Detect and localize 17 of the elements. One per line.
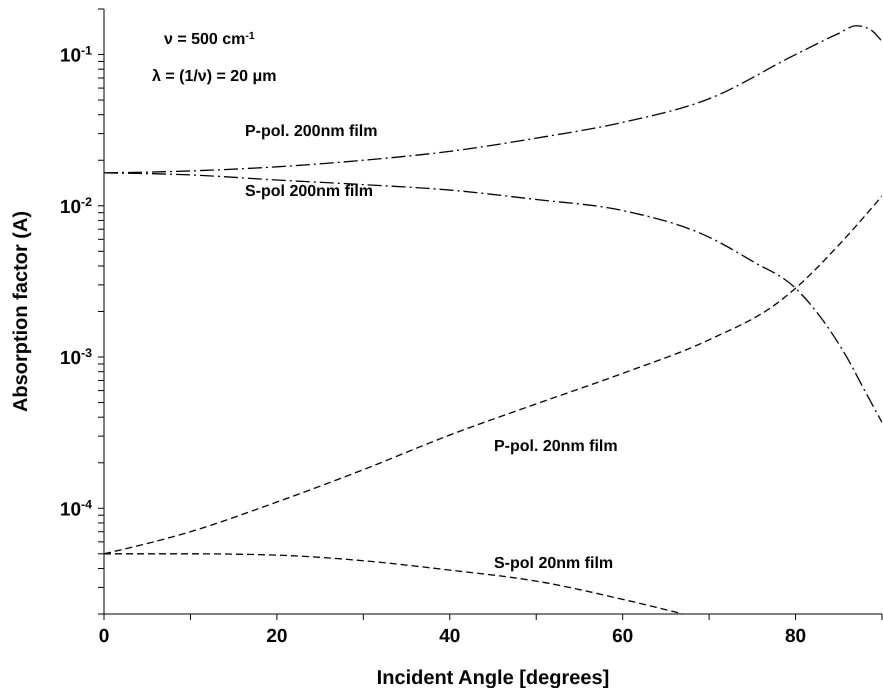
y-tick-label: 10$^{-3}$ xyxy=(60,346,92,370)
series-label: P-pol. 200nm film xyxy=(245,123,378,140)
annotation: ν = 500 cm$^{-1}$ xyxy=(164,30,255,48)
series-label: S-pol 200nm film xyxy=(245,183,374,200)
series-label: P-pol. 20nm film xyxy=(494,438,618,455)
x-tick-label: 20 xyxy=(266,626,288,647)
x-tick-label: 40 xyxy=(439,626,460,647)
x-tick-label: 80 xyxy=(784,626,806,647)
x-tick-label: 60 xyxy=(612,626,634,647)
annotation: λ = (1/ν) = 20 μm xyxy=(152,68,277,85)
y-axis-title: Absorption factor (A) xyxy=(10,210,32,412)
x-tick-label: 0 xyxy=(98,626,110,647)
y-tick-label: 10$^{-2}$ xyxy=(60,194,92,218)
x-axis-title: Incident Angle [degrees] xyxy=(376,667,610,689)
y-tick-label: 10$^{-4}$ xyxy=(60,497,92,520)
series-label: S-pol 20nm film xyxy=(494,555,614,572)
y-tick-label: 10$^{-1}$ xyxy=(60,44,92,67)
